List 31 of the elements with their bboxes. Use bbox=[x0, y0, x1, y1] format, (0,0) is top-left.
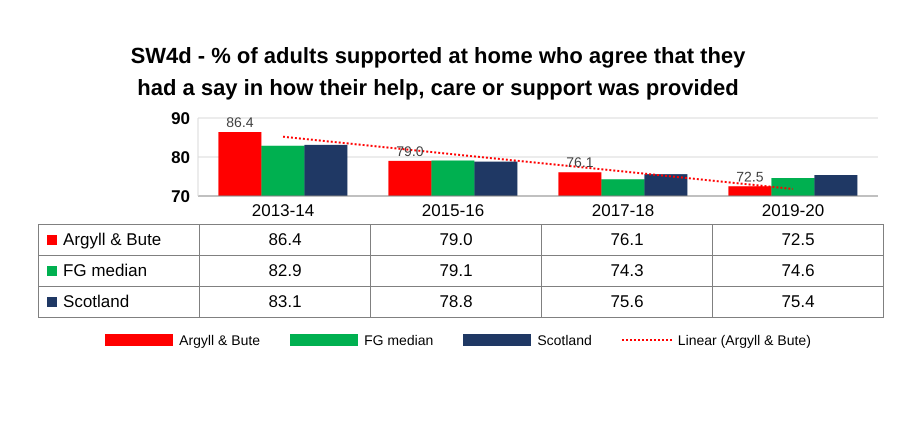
data-label: 79.1 bbox=[370, 256, 542, 286]
legend-label: Argyll & Bute bbox=[38, 224, 200, 256]
data-label: 74.3 bbox=[542, 256, 712, 286]
text: FG median bbox=[364, 332, 434, 348]
text: 76.1 bbox=[566, 154, 594, 170]
data-label: 86.4 bbox=[200, 224, 370, 256]
legend-label: FG median bbox=[38, 256, 200, 286]
data-label: 82.9 bbox=[200, 256, 370, 286]
y-tick-label: 90 bbox=[171, 109, 190, 128]
data-label: 75.6 bbox=[542, 286, 712, 318]
text: Argyll & Bute bbox=[179, 332, 260, 348]
text: Scotland bbox=[63, 292, 130, 311]
text: 72.5 bbox=[736, 168, 764, 184]
y-tick-label: 70 bbox=[171, 187, 190, 206]
data-label: 78.8 bbox=[370, 286, 542, 318]
y-tick-label: 80 bbox=[171, 148, 190, 168]
data-label: 75.4 bbox=[712, 286, 884, 318]
legend-label: Scotland bbox=[537, 332, 592, 348]
x-tick-label: 2013-14 bbox=[252, 201, 314, 220]
text: 79.0 bbox=[396, 142, 424, 159]
text: 86.4 bbox=[226, 114, 254, 130]
x-tick-label: 2015-16 bbox=[422, 201, 484, 220]
data-label: 83.1 bbox=[200, 286, 370, 318]
data-label: 76.1 bbox=[542, 224, 712, 256]
legend-label: Linear (Argyll & Bute) bbox=[678, 332, 811, 348]
x-tick-label: 2019-20 bbox=[762, 201, 824, 220]
data-label: 74.6 bbox=[712, 256, 884, 286]
x-tick-label: 2017-18 bbox=[592, 201, 654, 220]
data-label: 72.5 bbox=[712, 224, 884, 256]
data-label: 79.0 bbox=[370, 224, 542, 256]
chart-title: SW4d - % of adults supported at home who agree that they had a say in how their help, care or support was provided bbox=[130, 42, 746, 102]
